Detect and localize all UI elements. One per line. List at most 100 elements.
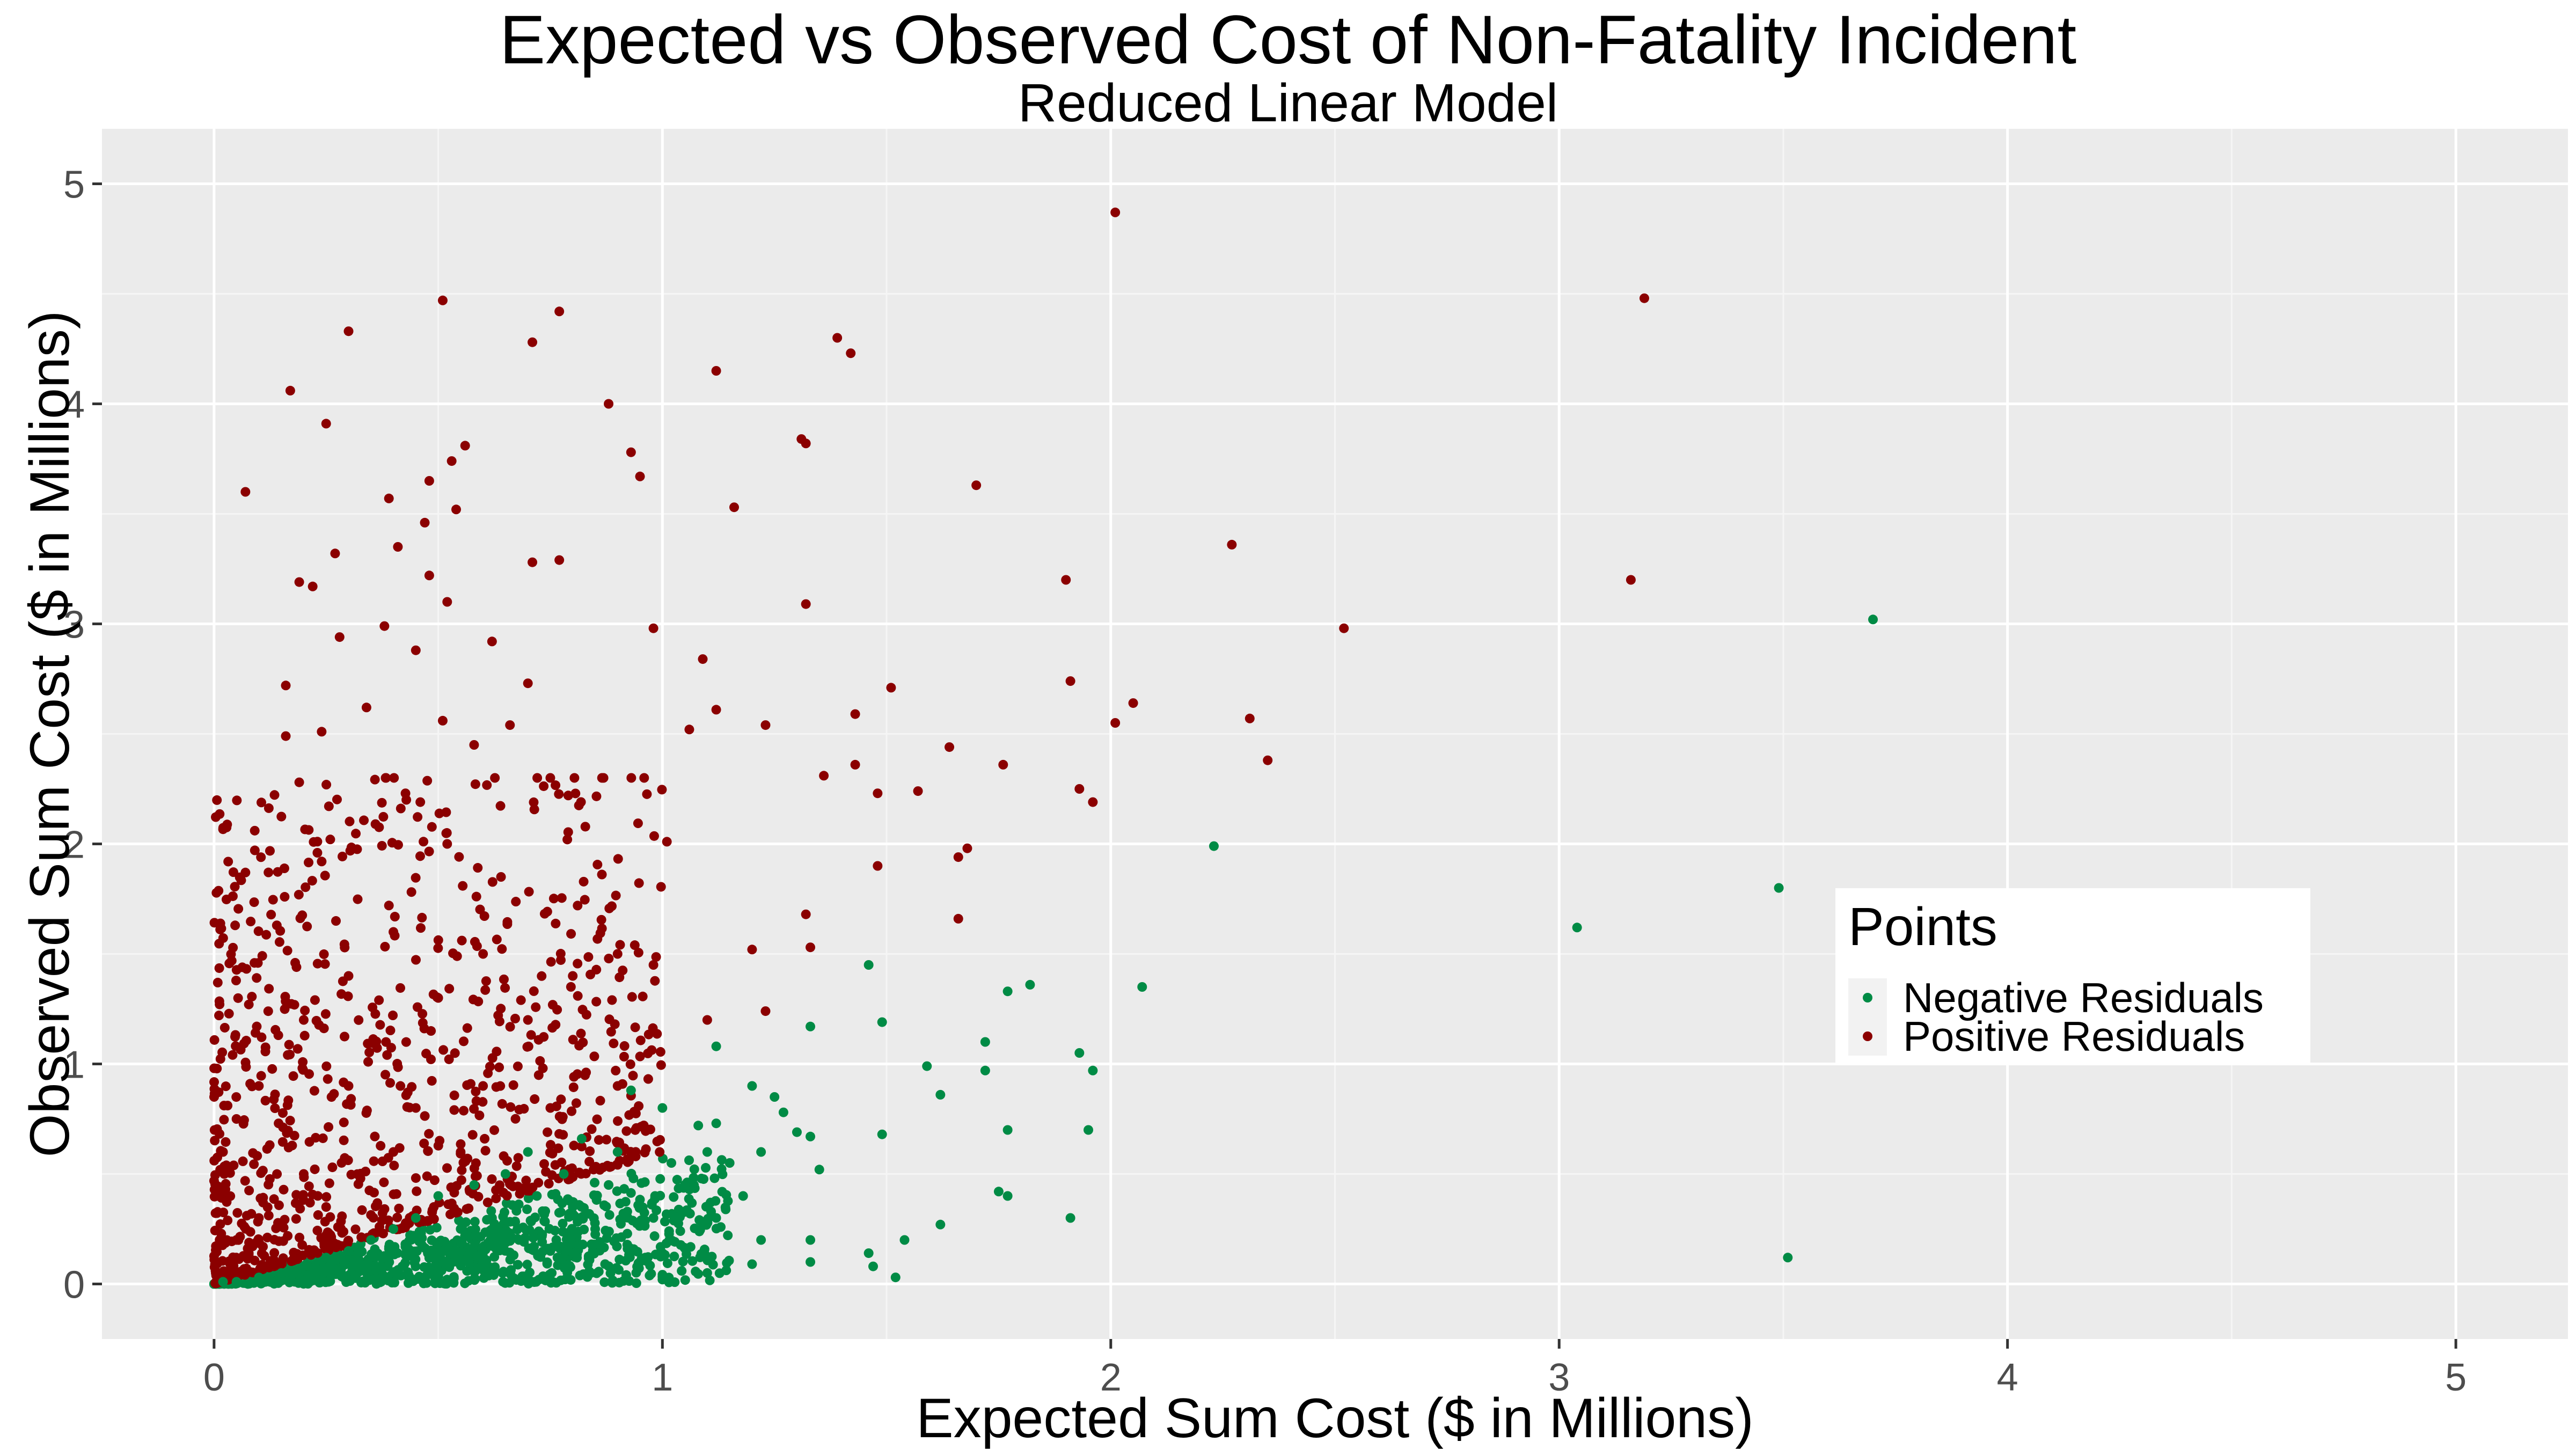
point-positive-residual [580, 822, 590, 832]
point-positive-residual [747, 945, 757, 955]
point-positive-residual [249, 897, 259, 908]
point-positive-residual [611, 1065, 621, 1075]
point-negative-residual [433, 1191, 443, 1201]
point-positive-residual [417, 912, 427, 923]
point-positive-residual [247, 1241, 258, 1252]
point-positive-residual [698, 654, 708, 664]
point-positive-residual [247, 1081, 257, 1092]
point-negative-residual [863, 1248, 874, 1258]
point-negative-residual [697, 1174, 707, 1184]
point-negative-residual [540, 1217, 550, 1227]
point-positive-residual [380, 941, 390, 952]
y-tick-label: 5 [63, 164, 85, 207]
point-negative-residual [497, 1268, 508, 1278]
point-positive-residual [472, 941, 482, 952]
point-positive-residual [568, 1082, 579, 1092]
point-negative-residual [371, 1265, 382, 1275]
point-positive-residual [252, 1151, 262, 1161]
point-positive-residual [449, 1105, 459, 1115]
point-positive-residual [276, 1257, 287, 1267]
point-positive-residual [913, 786, 923, 796]
point-positive-residual [279, 1184, 289, 1195]
point-positive-residual [282, 1128, 292, 1138]
point-negative-residual [529, 1241, 539, 1252]
point-positive-residual [471, 1096, 481, 1106]
point-positive-residual [280, 892, 290, 902]
point-positive-residual [604, 399, 614, 409]
point-negative-residual [589, 1177, 599, 1188]
point-positive-residual [210, 1259, 220, 1269]
point-positive-residual [270, 1089, 280, 1100]
point-negative-residual [778, 1107, 788, 1117]
point-positive-residual [435, 1136, 445, 1146]
point-positive-residual [219, 1115, 229, 1125]
point-positive-residual [437, 295, 448, 305]
point-negative-residual [669, 1192, 679, 1202]
point-negative-residual [618, 1276, 628, 1286]
point-positive-residual [450, 1048, 460, 1058]
point-positive-residual [308, 581, 318, 591]
point-positive-residual [224, 1008, 234, 1019]
point-positive-residual [369, 1156, 379, 1166]
point-positive-residual [427, 1075, 437, 1086]
point-negative-residual [575, 1270, 585, 1280]
point-positive-residual [343, 1235, 354, 1246]
point-positive-residual [558, 1130, 568, 1140]
point-positive-residual [573, 991, 583, 1001]
point-positive-residual [321, 1061, 332, 1071]
point-negative-residual [680, 1275, 690, 1285]
point-positive-residual [619, 1051, 629, 1062]
point-positive-residual [567, 1106, 577, 1116]
point-positive-residual [256, 852, 266, 862]
point-negative-residual [500, 1169, 510, 1179]
point-positive-residual [532, 773, 543, 783]
point-negative-residual [540, 1206, 551, 1216]
point-negative-residual [462, 1266, 472, 1276]
point-positive-residual [945, 742, 955, 752]
point-positive-residual [1263, 755, 1273, 765]
point-positive-residual [494, 1062, 504, 1072]
point-positive-residual [648, 960, 658, 970]
point-positive-residual [563, 791, 573, 801]
point-positive-residual [480, 1133, 490, 1144]
point-positive-residual [562, 835, 573, 845]
point-negative-residual [592, 1190, 602, 1201]
point-negative-residual [806, 1021, 816, 1031]
point-negative-residual [711, 1118, 721, 1129]
point-positive-residual [274, 1118, 284, 1129]
point-positive-residual [364, 1047, 375, 1057]
point-positive-residual [214, 1011, 224, 1021]
point-negative-residual [626, 1188, 636, 1198]
point-positive-residual [287, 1140, 297, 1151]
point-negative-residual [389, 1224, 399, 1234]
point-positive-residual [545, 1103, 555, 1113]
point-positive-residual [312, 1225, 323, 1235]
point-negative-residual [556, 1275, 566, 1285]
point-positive-residual [530, 1094, 540, 1104]
point-negative-residual [922, 1061, 932, 1071]
point-positive-residual [323, 1227, 333, 1238]
point-positive-residual [558, 1112, 568, 1122]
point-positive-residual [551, 1020, 561, 1030]
y-tick-label: 0 [63, 1264, 85, 1307]
point-positive-residual [282, 946, 292, 956]
point-positive-residual [223, 1101, 233, 1111]
point-negative-residual [477, 1243, 487, 1254]
point-positive-residual [442, 1163, 452, 1173]
point-positive-residual [327, 1162, 338, 1173]
point-positive-residual [238, 1156, 248, 1166]
point-positive-residual [377, 1216, 387, 1226]
point-positive-residual [458, 1158, 469, 1168]
point-negative-residual [460, 1278, 470, 1289]
point-positive-residual [635, 471, 645, 481]
point-positive-residual [492, 934, 502, 945]
point-negative-residual [646, 1269, 656, 1279]
point-negative-residual [747, 1081, 757, 1091]
point-positive-residual [451, 504, 462, 515]
point-positive-residual [225, 1191, 236, 1201]
point-negative-residual [349, 1256, 360, 1267]
point-negative-residual [218, 1277, 228, 1287]
point-positive-residual [214, 939, 224, 949]
point-negative-residual [660, 1217, 670, 1227]
point-positive-residual [228, 942, 238, 953]
